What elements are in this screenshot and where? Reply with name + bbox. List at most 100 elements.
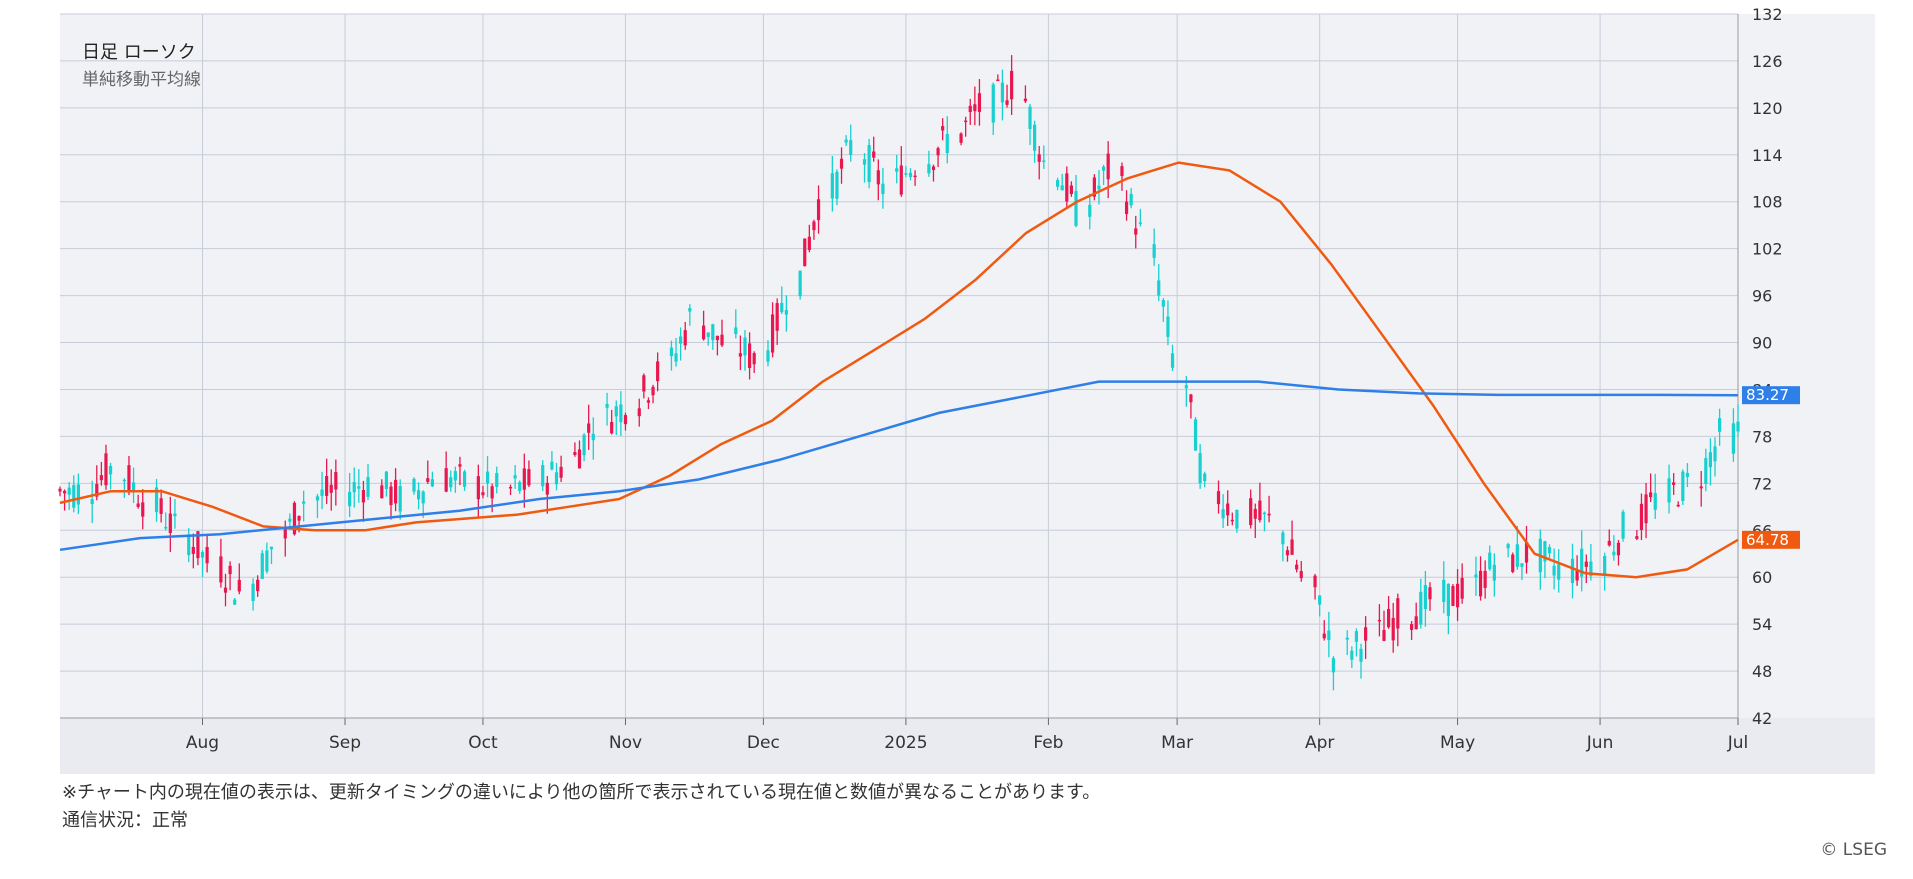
y-tick-label: 132 xyxy=(1752,5,1783,24)
candle-body xyxy=(798,270,802,297)
x-tick-label: Mar xyxy=(1161,733,1193,753)
candle-body xyxy=(131,482,136,491)
candle-body xyxy=(389,486,393,506)
candle-body xyxy=(1704,458,1708,484)
candle-body xyxy=(1455,583,1460,608)
candle-body xyxy=(1635,536,1639,539)
candle-body xyxy=(1193,419,1198,451)
candle-body xyxy=(591,433,595,441)
candle-body xyxy=(1736,421,1740,432)
candle-body xyxy=(541,465,545,487)
x-tick-label: 2025 xyxy=(884,733,927,753)
x-tick-label: Jun xyxy=(1586,733,1614,753)
candle-body xyxy=(964,120,968,123)
candle-body xyxy=(849,140,853,155)
candle-body xyxy=(1000,82,1005,103)
candle-body xyxy=(122,479,126,482)
candle-body xyxy=(1616,542,1621,556)
legend-title: 日足 ローソク xyxy=(82,42,196,63)
candle-body xyxy=(1350,650,1354,660)
candle-body xyxy=(159,498,163,514)
plot-background xyxy=(60,14,1875,766)
candle-body xyxy=(168,513,172,533)
candle-body xyxy=(711,324,715,341)
candle-body xyxy=(867,145,871,183)
candle-body xyxy=(1313,575,1317,588)
candle-body xyxy=(1157,280,1161,296)
chart-svg: 13212612011410810296908478726660544842Au… xyxy=(58,5,1875,774)
candle-body xyxy=(927,164,931,174)
candle-body xyxy=(1524,541,1529,563)
candle-body xyxy=(1515,544,1519,567)
candle-body xyxy=(1575,570,1579,581)
candle-body xyxy=(366,477,370,497)
candle-body xyxy=(674,353,678,362)
candle-body xyxy=(766,350,770,362)
candle-body xyxy=(522,468,526,490)
candle-body xyxy=(973,104,977,112)
candle-body xyxy=(1262,512,1267,515)
candle-body xyxy=(453,471,457,481)
candle-body xyxy=(1345,637,1349,640)
candle-body xyxy=(1414,616,1418,630)
candle-body xyxy=(816,199,821,221)
candle-body xyxy=(1189,394,1193,403)
candle-body xyxy=(830,173,834,199)
candle-body xyxy=(702,325,706,340)
candle-body xyxy=(1552,565,1556,576)
candle-body xyxy=(58,488,62,492)
candle-body xyxy=(1327,630,1331,641)
candle-body xyxy=(1446,583,1450,616)
candle-body xyxy=(1299,571,1303,579)
candle-body xyxy=(1033,124,1037,151)
candle-body xyxy=(1249,498,1253,526)
candle-body xyxy=(269,546,274,550)
candle-body xyxy=(876,170,880,185)
y-tick-label: 54 xyxy=(1752,615,1772,634)
candle-body xyxy=(1644,494,1648,524)
candle-body xyxy=(1106,153,1110,180)
candle-body xyxy=(200,551,205,558)
candle-body xyxy=(679,336,683,344)
candle-body xyxy=(315,496,320,501)
candle-body xyxy=(812,221,816,231)
candle-body xyxy=(803,238,807,267)
candle-body xyxy=(1170,353,1175,368)
candle-body xyxy=(1570,558,1575,584)
candle-body xyxy=(1607,540,1611,546)
candle-body xyxy=(1322,633,1326,639)
candle-body xyxy=(95,483,99,497)
candle-body xyxy=(348,491,352,507)
candle-body xyxy=(1391,617,1395,641)
x-tick-label: Jul xyxy=(1727,733,1749,753)
candle-body xyxy=(646,400,651,403)
candle-body xyxy=(90,499,94,505)
candle-body xyxy=(1235,509,1239,529)
candle-body xyxy=(1603,555,1607,575)
candle-body xyxy=(996,79,1000,82)
candle-body xyxy=(1377,619,1382,622)
y-tick-label: 126 xyxy=(1752,52,1783,71)
candle-body xyxy=(1281,532,1285,545)
candle-body xyxy=(752,353,756,365)
candle-body xyxy=(1221,509,1225,519)
candle-body xyxy=(1492,564,1496,581)
footer-note: ※チャート内の現在値の表示は、更新タイミングの違いにより他の箇所で表示されている… xyxy=(62,782,1101,803)
candle-body xyxy=(908,172,913,178)
connection-status: 通信状況：正常 xyxy=(62,810,188,831)
candle-body xyxy=(141,502,145,517)
candle-body xyxy=(610,421,614,434)
candle-body xyxy=(1203,473,1207,482)
candle-body xyxy=(462,471,467,487)
candle-body xyxy=(398,486,402,512)
candle-body xyxy=(329,484,333,493)
candle-body xyxy=(545,482,549,495)
candle-body xyxy=(1428,587,1432,600)
candle-body xyxy=(1088,204,1092,217)
candle-body xyxy=(1166,316,1170,337)
candle-body xyxy=(559,466,563,478)
y-tick-label: 72 xyxy=(1752,474,1772,493)
candle-body xyxy=(1621,511,1625,539)
candle-body xyxy=(1134,228,1138,235)
candle-body xyxy=(582,434,586,456)
